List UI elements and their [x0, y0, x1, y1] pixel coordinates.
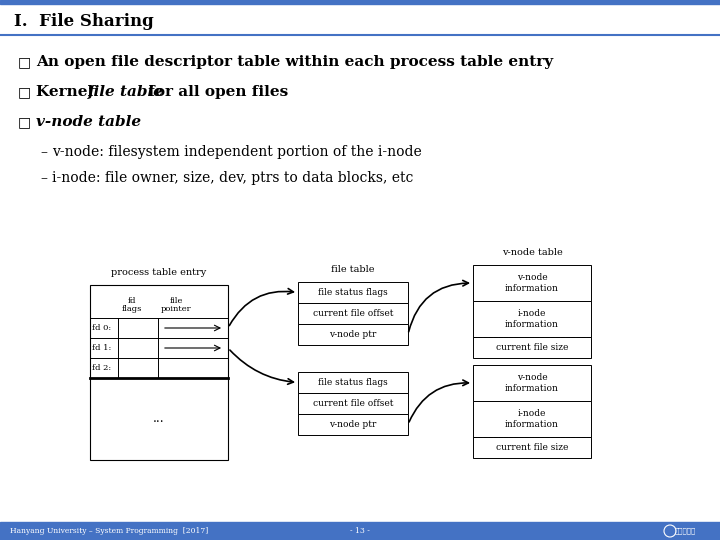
Text: file table: file table [331, 265, 374, 274]
Bar [0, 522, 720, 540]
Bar [473, 401, 591, 437]
Text: i-node
information: i-node information [505, 409, 559, 429]
Text: ...: ... [153, 413, 165, 426]
Text: flags: flags [122, 305, 142, 313]
Bar [90, 285, 228, 460]
Text: file: file [169, 297, 183, 305]
Text: An open file descriptor table within each process table entry: An open file descriptor table within eac… [36, 55, 553, 69]
FancyArrowPatch shape [230, 288, 293, 326]
Text: fd 2:: fd 2: [92, 364, 112, 372]
Text: □: □ [18, 55, 31, 69]
Text: - 13 -: - 13 - [350, 527, 370, 535]
Bar [473, 365, 591, 401]
Text: file status flags: file status flags [318, 378, 388, 387]
Text: Hanyang University – System Programming  [2017]: Hanyang University – System Programming … [10, 527, 208, 535]
FancyArrowPatch shape [230, 350, 293, 384]
Text: –: – [40, 171, 47, 185]
Text: □: □ [18, 85, 31, 99]
Bar [0, 0, 720, 4]
Text: v-node table: v-node table [36, 115, 141, 129]
Bar [473, 337, 591, 358]
Bar [473, 437, 591, 458]
Text: i-node
information: i-node information [505, 309, 559, 329]
FancyArrowPatch shape [409, 280, 469, 332]
Text: 한양대학교: 한양대학교 [675, 528, 696, 534]
Text: v-node
information: v-node information [505, 373, 559, 393]
Text: v-node: filesystem independent portion of the i-node: v-node: filesystem independent portion o… [52, 145, 422, 159]
Text: current file offset: current file offset [312, 399, 393, 408]
Text: current file size: current file size [496, 443, 568, 452]
Text: pointer: pointer [161, 305, 192, 313]
Text: process table entry: process table entry [112, 268, 207, 277]
Text: file table: file table [88, 85, 164, 99]
Text: Kernel: Kernel [36, 85, 99, 99]
Bar [298, 414, 408, 435]
Bar [298, 393, 408, 414]
Text: current file offset: current file offset [312, 309, 393, 318]
Text: fd: fd [127, 297, 136, 305]
Bar [298, 324, 408, 345]
Text: fd 1:: fd 1: [92, 344, 112, 352]
Text: for all open files: for all open files [143, 85, 288, 99]
Bar [298, 372, 408, 393]
Text: v-node table: v-node table [502, 248, 562, 257]
Bar [298, 303, 408, 324]
Bar [473, 301, 591, 337]
FancyArrowPatch shape [409, 380, 468, 422]
Text: □: □ [18, 115, 31, 129]
Text: I.  File Sharing: I. File Sharing [14, 14, 154, 30]
Text: i-node: file owner, size, dev, ptrs to data blocks, etc: i-node: file owner, size, dev, ptrs to d… [52, 171, 413, 185]
Text: v-node ptr: v-node ptr [329, 330, 377, 339]
Text: fd 0:: fd 0: [92, 324, 112, 332]
Text: –: – [40, 145, 47, 159]
Bar [473, 265, 591, 301]
Text: current file size: current file size [496, 343, 568, 352]
Bar [298, 282, 408, 303]
Text: v-node ptr: v-node ptr [329, 420, 377, 429]
Text: v-node
information: v-node information [505, 273, 559, 293]
Text: file status flags: file status flags [318, 288, 388, 297]
